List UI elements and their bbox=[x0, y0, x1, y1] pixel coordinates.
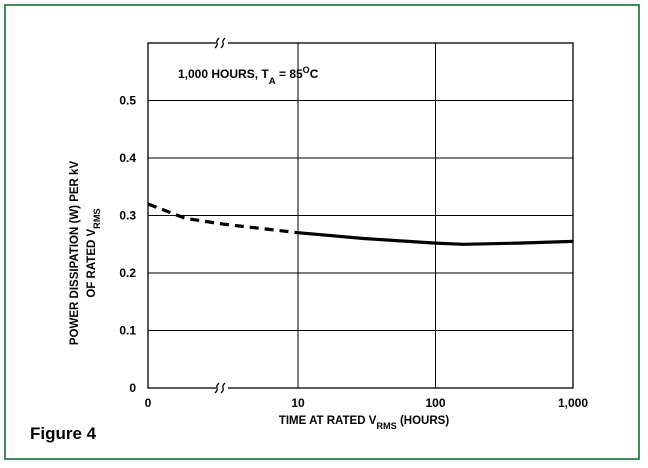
x-tick-label: 1,000 bbox=[558, 396, 588, 410]
x-tick-labels: 0 10 100 1,000 bbox=[145, 396, 589, 410]
break-mark bbox=[220, 37, 226, 49]
series-line-dashed bbox=[147, 202, 299, 235]
x-tick-label: 10 bbox=[291, 396, 305, 410]
y-tick-label: 0.2 bbox=[119, 266, 136, 280]
series-line-solid bbox=[297, 231, 574, 246]
data-series bbox=[147, 202, 574, 246]
y-tick-labels: 0 0.1 0.2 0.3 0.4 0.5 bbox=[119, 94, 136, 396]
condition-annotation: 1,000 HOURS, TA = 85OC bbox=[178, 65, 319, 87]
axis-break-marks bbox=[214, 37, 228, 394]
break-mark bbox=[220, 382, 226, 394]
y-tick-label: 0.1 bbox=[119, 324, 136, 338]
x-tick-label: 0 bbox=[145, 396, 152, 410]
y-tick-label: 0.4 bbox=[119, 151, 136, 165]
break-mark bbox=[214, 37, 220, 49]
break-gap bbox=[216, 37, 228, 49]
break-mark bbox=[214, 382, 220, 394]
y-axis-title-line1: POWER DISSIPATION (W) PER kV bbox=[69, 161, 81, 346]
grid-lines bbox=[148, 43, 573, 388]
figure-label: Figure 4 bbox=[30, 424, 97, 443]
x-tick-label: 100 bbox=[425, 396, 445, 410]
x-axis-title: TIME AT RATED VRMS (HOURS) bbox=[279, 415, 450, 431]
figure-frame bbox=[4, 4, 640, 460]
y-tick-label: 0 bbox=[129, 381, 136, 395]
break-gap bbox=[216, 382, 228, 394]
y-axis-title-line2: OF RATED VRMS bbox=[86, 208, 102, 297]
y-tick-label: 0.3 bbox=[119, 209, 136, 223]
plot-area bbox=[147, 42, 574, 389]
y-tick-label: 0.5 bbox=[119, 94, 136, 108]
